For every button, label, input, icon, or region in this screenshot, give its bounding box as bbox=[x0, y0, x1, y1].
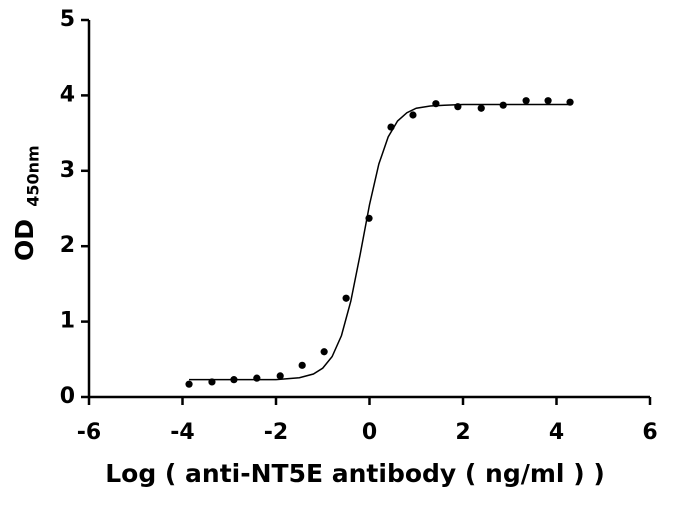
y-tick-label: 3 bbox=[60, 158, 75, 183]
fit-curve bbox=[189, 103, 571, 381]
y-tick-label: 5 bbox=[60, 7, 75, 32]
x-tick-label: -4 bbox=[170, 420, 194, 445]
x-tick-label: -6 bbox=[77, 420, 101, 445]
data-point bbox=[185, 380, 193, 388]
data-point bbox=[409, 111, 417, 119]
x-tick-label: -2 bbox=[264, 420, 288, 445]
y-tick-label: 1 bbox=[60, 309, 75, 334]
y-tick-label: 4 bbox=[60, 82, 75, 107]
x-tick-label: 6 bbox=[642, 420, 657, 445]
data-point bbox=[298, 361, 306, 369]
y-tick-label: 0 bbox=[60, 384, 75, 409]
data-point bbox=[342, 294, 350, 302]
y-axis-title: OD bbox=[10, 219, 39, 261]
x-tick-label: 0 bbox=[362, 420, 377, 445]
data-point bbox=[544, 97, 552, 105]
data-point bbox=[499, 101, 507, 109]
x-tick-label: 2 bbox=[455, 420, 470, 445]
data-point bbox=[522, 97, 530, 105]
data-point bbox=[253, 374, 261, 382]
y-tick-label: 2 bbox=[60, 233, 75, 258]
data-point bbox=[477, 104, 485, 112]
y-axis-title-subscript: 450nm bbox=[24, 145, 43, 206]
x-tick-label: 4 bbox=[549, 420, 564, 445]
data-point bbox=[320, 348, 328, 356]
y-axis-title-group: OD 450nm bbox=[10, 145, 43, 261]
data-point bbox=[276, 372, 284, 380]
x-axis-title: Log ( anti-NT5E antibody ( ng/ml ) ) bbox=[105, 459, 605, 488]
